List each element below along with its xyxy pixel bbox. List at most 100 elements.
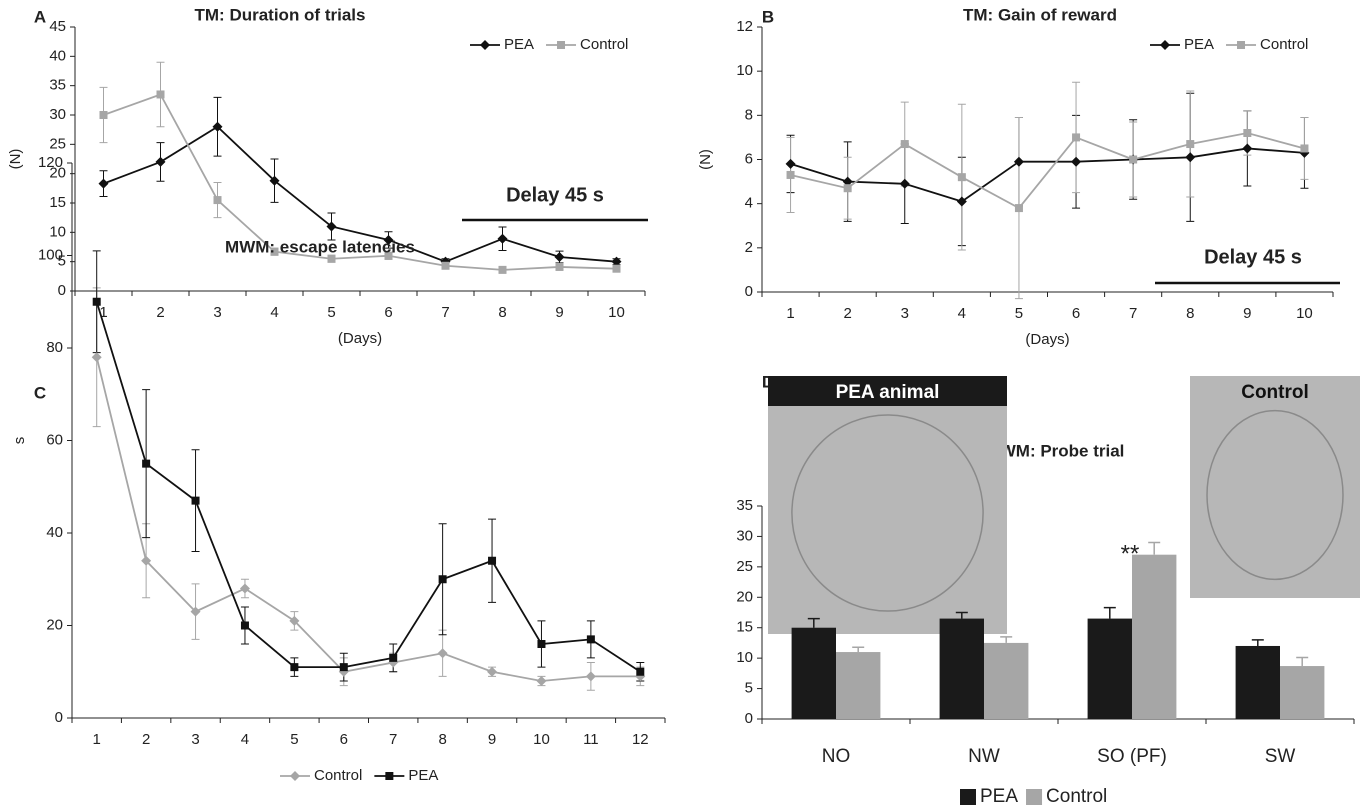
- marker: [1071, 157, 1081, 167]
- marker: [1015, 204, 1023, 212]
- y-tick-label: 10: [736, 649, 753, 666]
- bar: [1280, 666, 1324, 719]
- marker: [587, 635, 595, 643]
- y-tick-label: 25: [736, 558, 753, 575]
- legend-label: PEA: [504, 36, 534, 53]
- marker: [556, 263, 564, 271]
- x-tick-label: 9: [488, 731, 496, 748]
- bar: [1236, 646, 1280, 719]
- series-line: [791, 148, 1305, 201]
- y-tick-label: 10: [736, 62, 753, 79]
- marker: [99, 179, 109, 189]
- legend-label: Control: [580, 36, 628, 53]
- marker: [1237, 41, 1245, 49]
- error-bar: [852, 647, 864, 652]
- marker: [192, 497, 200, 505]
- error-bar: [1296, 658, 1308, 667]
- marker: [498, 234, 508, 244]
- marker: [844, 184, 852, 192]
- y-tick-label: 60: [46, 431, 63, 448]
- y-tick-label: 0: [745, 283, 753, 300]
- marker: [555, 252, 565, 262]
- x-tick-label: 10: [608, 304, 625, 321]
- marker: [1242, 143, 1252, 153]
- annotation: Delay 45 s: [506, 184, 604, 206]
- x-tick-label: 5: [290, 731, 298, 748]
- y-tick-label: 0: [55, 709, 63, 726]
- panel-label: A: [34, 7, 46, 26]
- series-line: [97, 357, 641, 681]
- inset-label: Control: [1241, 382, 1309, 403]
- x-tick-label: 6: [1072, 305, 1080, 322]
- y-tick-label: 6: [745, 150, 753, 167]
- x-tick-label: SW: [1265, 746, 1296, 767]
- marker: [156, 157, 166, 167]
- marker: [240, 584, 250, 594]
- y-tick-label: 0: [745, 710, 753, 727]
- y-axis-label: s: [11, 437, 28, 445]
- error-bar: [1148, 543, 1160, 555]
- y-tick-label: 5: [745, 680, 753, 697]
- marker: [786, 159, 796, 169]
- y-tick-label: 15: [49, 194, 66, 211]
- x-tick-label: 1: [93, 731, 101, 748]
- marker: [487, 667, 497, 677]
- x-tick-label: 2: [156, 304, 164, 321]
- marker: [636, 668, 644, 676]
- y-tick-label: 8: [745, 106, 753, 123]
- bar: [984, 643, 1028, 719]
- marker: [340, 663, 348, 671]
- x-tick-label: 3: [901, 305, 909, 322]
- y-tick-label: 45: [49, 18, 66, 35]
- x-tick-label: 3: [191, 731, 199, 748]
- marker: [439, 575, 447, 583]
- x-tick-label: 6: [384, 304, 392, 321]
- marker: [92, 352, 102, 362]
- legend-label: Control: [1260, 36, 1308, 53]
- marker: [787, 171, 795, 179]
- marker: [488, 557, 496, 565]
- chart-title: MWM: escape latencies: [225, 237, 415, 256]
- x-tick-label: SO (PF): [1097, 746, 1167, 767]
- x-tick-label: 4: [958, 305, 966, 322]
- marker: [142, 460, 150, 468]
- marker: [1186, 140, 1194, 148]
- legend-label: PEA: [408, 767, 438, 784]
- y-tick-label: 15: [736, 619, 753, 636]
- legend-swatch: [1026, 789, 1042, 805]
- y-axis-label: (N): [697, 149, 714, 170]
- error-bar: [1000, 637, 1012, 643]
- annotation: **: [1121, 540, 1140, 567]
- legend-swatch: [960, 789, 976, 805]
- marker: [958, 173, 966, 181]
- marker: [613, 265, 621, 273]
- series-line: [97, 302, 641, 672]
- marker: [1185, 152, 1195, 162]
- y-tick-label: 12: [736, 18, 753, 35]
- annotation: Delay 45 s: [1204, 246, 1302, 268]
- figure: ATM: Duration of trials05101520253035404…: [0, 0, 1362, 809]
- y-tick-label: 40: [49, 47, 66, 64]
- y-tick-label: 100: [38, 246, 63, 263]
- marker: [901, 140, 909, 148]
- error-bar: [1252, 640, 1264, 646]
- x-tick-label: NO: [822, 746, 851, 767]
- y-tick-label: 40: [46, 524, 63, 541]
- error-bar: [1104, 608, 1116, 619]
- marker: [214, 196, 222, 204]
- x-tick-label: 8: [438, 731, 446, 748]
- marker: [900, 179, 910, 189]
- x-tick-label: 5: [1015, 305, 1023, 322]
- marker: [442, 262, 450, 270]
- y-tick-label: 120: [38, 154, 63, 171]
- y-tick-label: 35: [49, 77, 66, 94]
- bar: [836, 652, 880, 719]
- x-tick-label: 9: [1243, 305, 1251, 322]
- marker: [1129, 156, 1137, 164]
- x-tick-label: 10: [533, 731, 550, 748]
- inset-label: PEA animal: [836, 382, 940, 403]
- legend-label: Control: [1046, 786, 1107, 807]
- x-tick-label: 11: [583, 731, 599, 748]
- panel-label: B: [762, 7, 774, 26]
- bar: [792, 628, 836, 719]
